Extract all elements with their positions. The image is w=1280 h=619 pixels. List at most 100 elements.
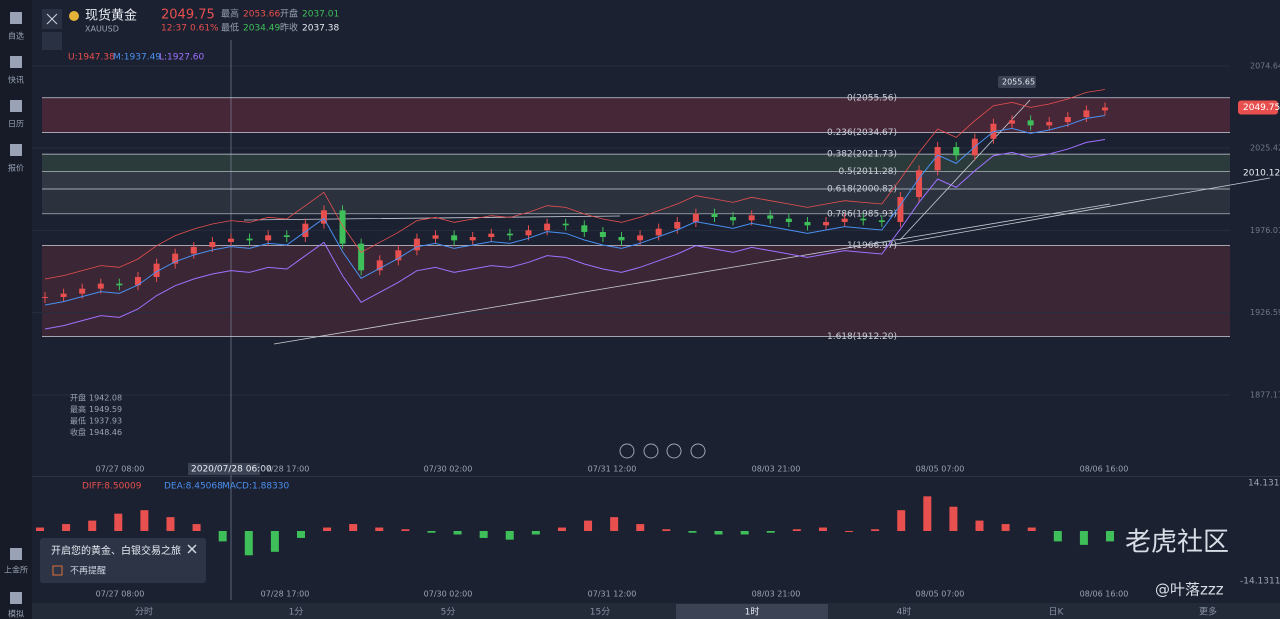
fib-label: 0.618(2000.82): [827, 184, 897, 194]
price-axis-label: 2025.42: [1250, 144, 1280, 153]
candle: [265, 235, 272, 241]
candle: [283, 235, 290, 237]
macd-bar: [323, 527, 332, 531]
change: 0.61%: [190, 24, 219, 34]
boll-upper: U:1947.38: [68, 53, 115, 63]
fib-label: 0(2055.56): [847, 93, 897, 103]
candle: [618, 236, 625, 241]
symbol-name[interactable]: 现货黄金: [85, 8, 137, 24]
candle: [692, 213, 699, 223]
fib-band: [42, 133, 1230, 155]
checkbox-label: 不再提醒: [70, 566, 106, 577]
candle: [897, 197, 904, 223]
macd-bar: [62, 524, 71, 531]
fib-label: 0.786(1985.93): [827, 209, 897, 219]
zoom-controls: [619, 443, 706, 459]
candle: [581, 225, 588, 232]
draw-button[interactable]: [42, 32, 62, 50]
candle: [1083, 110, 1090, 118]
tab[interactable]: 更多: [1199, 606, 1217, 618]
label: 最低: [221, 22, 239, 34]
boll-upper-line: [44, 89, 1106, 280]
macd-bar: [584, 520, 593, 531]
tab[interactable]: 日K: [1049, 607, 1065, 618]
macd-bar: [1106, 531, 1114, 542]
candle: [227, 238, 234, 242]
macd-bar: [270, 531, 279, 552]
divider: [32, 476, 1280, 477]
candle: [599, 231, 606, 237]
macd-bar: [557, 527, 566, 531]
side-label[interactable]: 日历: [8, 120, 24, 129]
info-label: 最低: [70, 416, 86, 426]
price: 2049.75: [161, 8, 215, 23]
next[interactable]: [666, 443, 682, 459]
candle: [655, 228, 662, 236]
macd-bar: [740, 531, 749, 535]
candle: [209, 241, 216, 247]
time-label: 07/27 08:00: [96, 465, 145, 474]
time-label: 08/05 07:00: [916, 590, 965, 599]
macd-dea: DEA:8.45068: [164, 482, 223, 492]
candle: [172, 253, 179, 264]
info-label: 最高: [70, 404, 86, 414]
side-label[interactable]: 上金所: [4, 565, 28, 575]
side-label[interactable]: 模拟: [8, 609, 24, 619]
tab[interactable]: 1时: [745, 606, 760, 618]
boll-mid: M:1937.49: [113, 53, 161, 63]
info-value: 1942.08: [89, 394, 122, 403]
candle: [730, 217, 737, 221]
tab[interactable]: 1分: [289, 607, 304, 618]
macd-bar: [296, 531, 305, 538]
fib-band: [42, 154, 1230, 172]
side-icon: [10, 592, 22, 604]
candle: [1009, 120, 1016, 124]
side-label[interactable]: 快讯: [8, 75, 24, 85]
candle: [376, 260, 383, 271]
time-label: 07/31 12:00: [588, 590, 637, 599]
candle: [1046, 122, 1053, 126]
macd-axis: -14.13110: [1240, 577, 1280, 587]
macd-bar: [1001, 524, 1010, 531]
side-icon: [10, 100, 22, 112]
zoom-out[interactable]: [619, 443, 635, 459]
price-axis-label: 2074.64: [1250, 62, 1280, 71]
candle: [1102, 107, 1108, 111]
fib-label: 0.382(2021.73): [827, 150, 897, 160]
macd-bar: [453, 531, 462, 535]
candle: [116, 283, 123, 286]
candle: [42, 296, 48, 298]
time-label: 07/27 08:00: [96, 590, 145, 599]
peak-label: 2055.65: [1002, 78, 1035, 87]
zoom-in[interactable]: [690, 443, 706, 459]
prev[interactable]: [643, 443, 659, 459]
macd-bar: [897, 510, 906, 531]
gold-icon: [69, 11, 79, 21]
side-label[interactable]: 自选: [8, 31, 24, 41]
tab[interactable]: 15分: [590, 607, 610, 618]
candle: [302, 223, 309, 237]
macd-bar: [349, 524, 358, 531]
candle: [1027, 120, 1034, 126]
boll-lower: L:1927.60: [159, 53, 205, 63]
candle: [841, 218, 848, 223]
info-value: 1948.46: [89, 428, 122, 437]
side-label[interactable]: 报价: [8, 163, 24, 173]
toast-close[interactable]: [187, 544, 197, 554]
info-label: 收盘: [70, 427, 86, 437]
checkbox[interactable]: [52, 565, 63, 576]
macd-bar: [975, 520, 984, 531]
price-axis-label: 1976.01: [1250, 226, 1280, 235]
info-value: 1937.93: [89, 417, 122, 426]
tab[interactable]: 4时: [897, 606, 912, 618]
tab[interactable]: 分时: [135, 606, 153, 618]
tab[interactable]: 5分: [441, 607, 456, 618]
macd-bar: [36, 527, 44, 531]
macd-bar: [688, 531, 697, 533]
candle: [246, 238, 253, 241]
macd-bar: [114, 513, 123, 531]
peak-bg: [998, 76, 1036, 88]
fib-band: [42, 171, 1230, 189]
candle: [432, 235, 439, 239]
label: 昨收: [280, 22, 298, 34]
